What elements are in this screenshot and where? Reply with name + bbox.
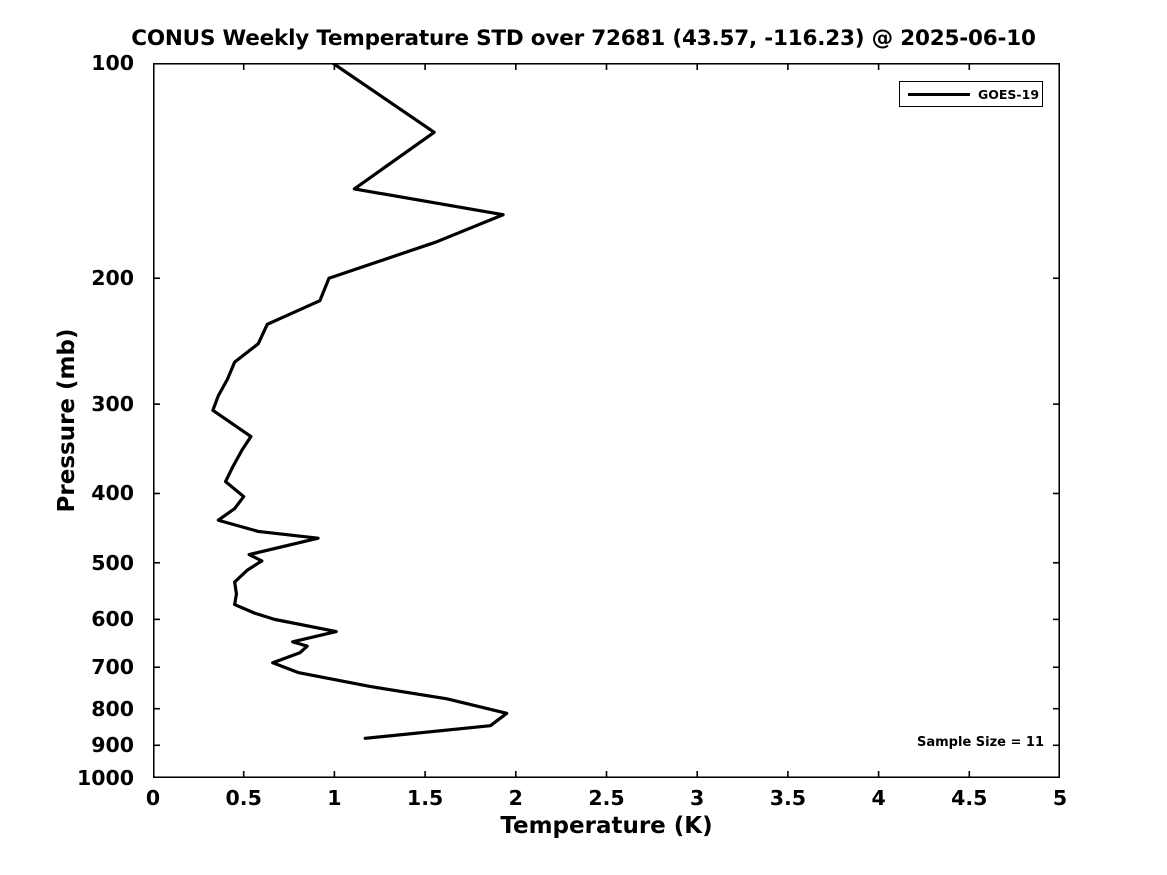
y-tick-label: 100 — [91, 51, 134, 75]
x-axis-label: Temperature (K) — [500, 813, 713, 839]
series-line-0 — [211, 63, 509, 740]
y-tick-label: 900 — [91, 733, 134, 758]
y-tick-label: 600 — [91, 607, 134, 632]
x-tick-label: 1 — [327, 786, 342, 810]
y-axis-label: Pressure (mb) — [54, 328, 80, 513]
y-tick-label: 300 — [91, 392, 134, 417]
plot-area — [153, 63, 1060, 778]
x-tick-label: 2 — [508, 786, 523, 810]
data-series-layer — [211, 63, 509, 740]
x-tick-label: 3 — [690, 786, 705, 810]
x-tick-label: 0.5 — [225, 786, 262, 810]
x-tick-label: 4 — [871, 786, 886, 810]
legend: GOES-19 — [899, 81, 1043, 107]
plot-svg — [153, 63, 1060, 778]
x-tick-label: 1.5 — [406, 786, 444, 810]
y-tick-label: 200 — [91, 266, 134, 291]
sample-size-annotation: Sample Size = 11 — [917, 735, 1045, 750]
tick-marks — [153, 63, 1060, 778]
x-tick-label: 4.5 — [951, 786, 988, 810]
x-tick-label: 0 — [145, 786, 161, 810]
x-tick-label: 2.5 — [588, 786, 625, 810]
legend-line-swatch — [908, 92, 970, 96]
y-tick-label: 700 — [91, 655, 134, 680]
x-tick-label: 3.5 — [769, 786, 807, 810]
chart-title: CONUS Weekly Temperature STD over 72681 … — [131, 26, 1036, 51]
x-tick-label: 5 — [1052, 786, 1068, 810]
y-tick-label: 400 — [91, 481, 134, 506]
y-axis-tick-labels: 100 200 300 400 500 600 700 800 900 1000 — [0, 51, 143, 790]
y-tick-label: 800 — [91, 696, 134, 721]
legend-label: GOES-19 — [978, 86, 1040, 102]
x-axis-tick-labels: 0 0.5 1 1.5 2 2.5 3 3.5 4 4.5 5 — [146, 786, 1067, 816]
y-tick-label: 1000 — [76, 766, 134, 790]
y-tick-label: 500 — [91, 550, 134, 575]
